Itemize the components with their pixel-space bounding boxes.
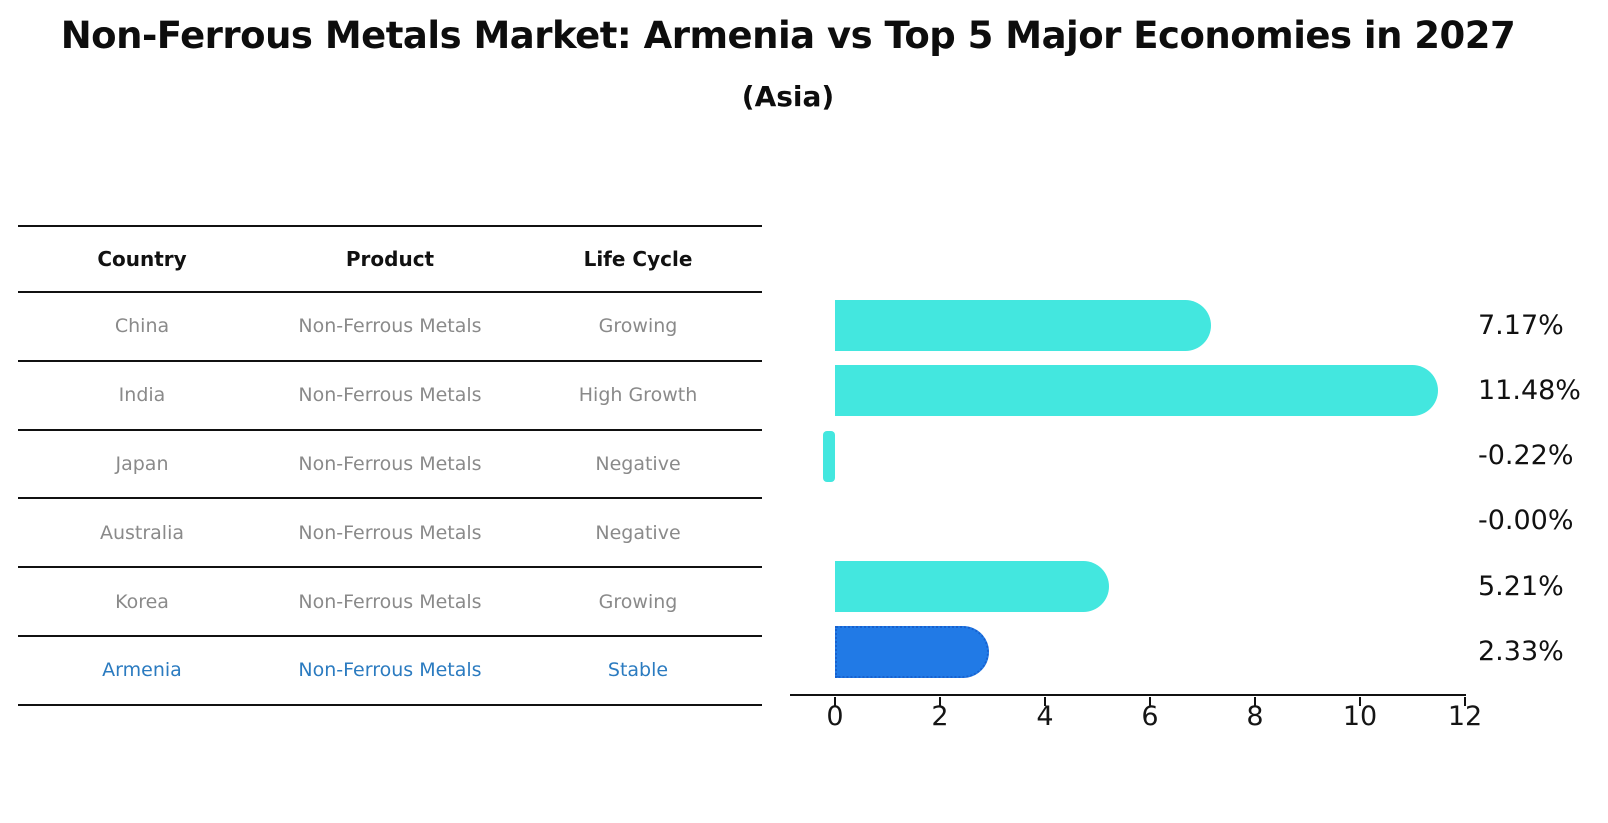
table-cell-product: Non-Ferrous Metals [298,315,482,338]
table-cell-country: Japan [115,452,169,475]
table-cell-product: Non-Ferrous Metals [298,452,482,475]
bar [835,300,1212,351]
bar-value-label: 5.21% [1478,570,1564,602]
table-row: China Non-Ferrous Metals Growing [18,293,762,362]
table-row: Japan Non-Ferrous Metals Negative [18,431,762,500]
table-header-row: Country Product Life Cycle [18,227,762,293]
x-axis-tick-mark [1149,697,1151,706]
bar [835,625,990,678]
table-cell-life-cycle: Negative [595,521,681,544]
bar-value-label: 2.33% [1478,636,1564,667]
chart-subtitle: (Asia) [741,80,835,113]
bar [835,365,1438,417]
x-axis-tick-label: 2 [931,701,949,732]
table-cell-life-cycle: Stable [607,659,669,682]
x-axis-tick-label: 12 [1447,701,1483,732]
table-cell-country: India [118,384,166,407]
table-row: Armenia Non-Ferrous Metals Stable [18,637,762,706]
x-axis-tick-label: 6 [1141,701,1159,732]
x-axis-tick-label: 0 [826,701,844,732]
table-cell-life-cycle: Growing [598,315,678,338]
x-axis-tick-mark [1359,697,1361,706]
bar-value-label: -0.00% [1478,505,1574,537]
table-row: Korea Non-Ferrous Metals Growing [18,568,762,637]
x-axis-tick-label: 4 [1036,701,1054,732]
table-cell-product: Non-Ferrous Metals [298,384,482,407]
chart-title: Non-Ferrous Metals Market: Armenia vs To… [60,14,1516,57]
table-cell-country: Australia [99,521,185,544]
x-axis-tick-label: 10 [1342,701,1378,732]
table-cell-product: Non-Ferrous Metals [298,590,482,613]
table-cell-life-cycle: Negative [595,452,681,475]
bar-value-label: -0.22% [1478,440,1574,472]
bar-value-label: 11.48% [1478,374,1581,406]
x-axis-tick-mark [1464,697,1466,706]
table-row: India Non-Ferrous Metals High Growth [18,362,762,431]
table-cell-life-cycle: Growing [598,590,678,613]
bar [835,561,1109,613]
column-header-life-cycle: Life Cycle [583,247,693,271]
column-header-product: Product [345,247,435,271]
table-cell-country: Korea [115,590,169,613]
x-axis-tick-mark [939,697,941,706]
bar [823,430,835,482]
bar-value-label: 7.17% [1478,309,1564,341]
table-cell-product: Non-Ferrous Metals [298,521,482,544]
x-axis-tick-label: 8 [1246,701,1264,732]
table-cell-life-cycle: High Growth [578,384,698,407]
x-axis-tick-mark [834,697,836,706]
data-table: Country Product Life Cycle China Non-Fer… [18,225,762,706]
table-cell-product: Non-Ferrous Metals [298,659,482,682]
x-axis-tick-mark [1044,697,1046,706]
table-cell-country: China [114,315,170,338]
x-axis-line [790,694,1466,697]
column-header-country: Country [97,247,187,271]
table-row: Australia Non-Ferrous Metals Negative [18,499,762,569]
table-body: China Non-Ferrous Metals Growing India N… [18,293,762,706]
table-cell-country: Armenia [102,659,182,682]
x-axis-tick-mark [1254,697,1256,706]
